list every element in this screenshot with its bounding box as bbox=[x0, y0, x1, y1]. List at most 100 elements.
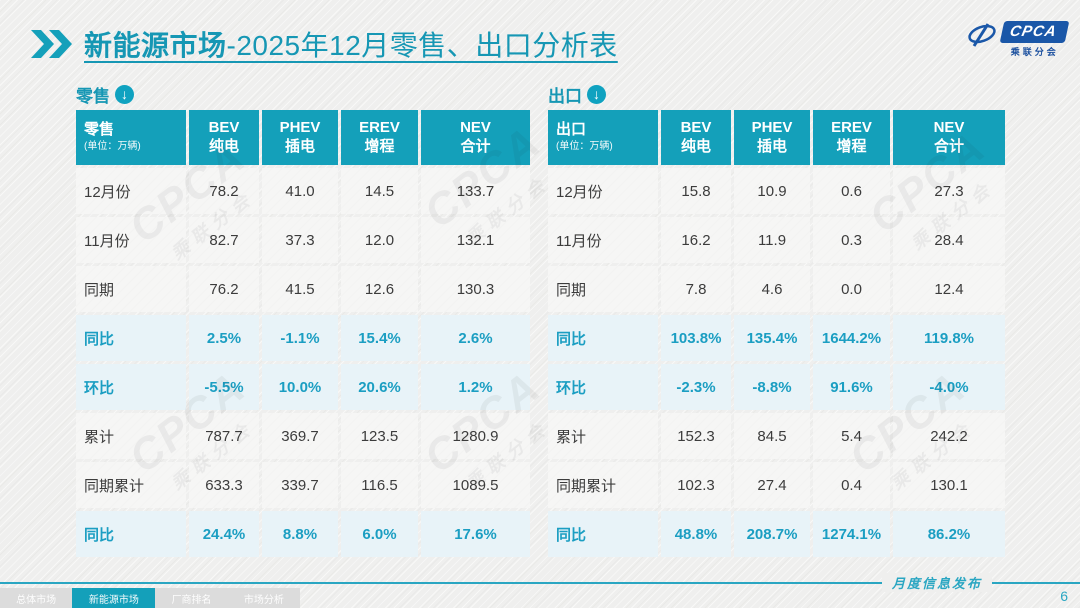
row-label: 12月份 bbox=[76, 168, 186, 214]
corner-cell: 零售 (单位：万辆) bbox=[76, 110, 186, 165]
row-label: 累计 bbox=[548, 413, 658, 459]
row-label: 同期累计 bbox=[76, 462, 186, 508]
table-cell: 1274.1% bbox=[813, 511, 890, 557]
table-cell: 787.7 bbox=[189, 413, 259, 459]
table-cell: 84.5 bbox=[734, 413, 810, 459]
column-header: EREV 增程 bbox=[341, 110, 418, 165]
column-header: BEV 纯电 bbox=[661, 110, 731, 165]
table-cell: 24.4% bbox=[189, 511, 259, 557]
row-label: 同比 bbox=[76, 315, 186, 361]
footer-note: 月度信息发布 bbox=[881, 573, 992, 592]
table-cell: 0.3 bbox=[813, 217, 890, 263]
table-cell: 0.4 bbox=[813, 462, 890, 508]
row-label: 同比 bbox=[548, 315, 658, 361]
retail-table-header: 零售 (单位：万辆) BEV 纯电 PHEV 插电 EREV 增程 NEV 合计 bbox=[76, 110, 530, 165]
column-header: NEV 合计 bbox=[893, 110, 1005, 165]
row-label: 累计 bbox=[76, 413, 186, 459]
column-header: PHEV 插电 bbox=[262, 110, 338, 165]
footer-line bbox=[0, 582, 1080, 584]
table-cell: 14.5 bbox=[341, 168, 418, 214]
table-row: 同比 48.8% 208.7% 1274.1% 86.2% bbox=[548, 511, 1005, 557]
header: 新能源市场-2025年12月零售、出口分析表 bbox=[30, 24, 618, 64]
table-cell: 41.0 bbox=[262, 168, 338, 214]
corner-unit: (单位：万辆) bbox=[556, 141, 613, 153]
table-cell: -1.1% bbox=[262, 315, 338, 361]
export-table-section: 出口 ↓ 出口 (单位：万辆) BEV 纯电 PHEV 插电 EREV 增程 NEV 合… bbox=[548, 82, 1005, 557]
row-label: 同期 bbox=[76, 266, 186, 312]
table-cell: 119.8% bbox=[893, 315, 1005, 361]
row-label: 同比 bbox=[548, 511, 658, 557]
bottom-tab[interactable]: 新能源市场 bbox=[72, 588, 156, 608]
table-cell: 12.0 bbox=[341, 217, 418, 263]
corner-title: 出口 bbox=[556, 121, 587, 139]
table-cell: 2.6% bbox=[421, 315, 530, 361]
table-row: 同期累计 102.3 27.4 0.4 130.1 bbox=[548, 462, 1005, 508]
page-title: 新能源市场-2025年12月零售、出口分析表 bbox=[84, 24, 618, 64]
table-row: 环比 -2.3% -8.8% 91.6% -4.0% bbox=[548, 364, 1005, 410]
bottom-tab[interactable]: 总体市场 bbox=[0, 588, 73, 608]
table-cell: 37.3 bbox=[262, 217, 338, 263]
table-cell: 10.9 bbox=[734, 168, 810, 214]
table-cell: -4.0% bbox=[893, 364, 1005, 410]
page-title-rest: -2025年12月零售、出口分析表 bbox=[226, 30, 618, 61]
table-cell: 15.4% bbox=[341, 315, 418, 361]
table-row: 累计 787.7 369.7 123.5 1280.9 bbox=[76, 413, 530, 459]
table-cell: 10.0% bbox=[262, 364, 338, 410]
table-cell: 86.2% bbox=[893, 511, 1005, 557]
table-cell: 91.6% bbox=[813, 364, 890, 410]
table-cell: -5.5% bbox=[189, 364, 259, 410]
page-title-bold: 新能源市场 bbox=[84, 30, 227, 61]
column-header: PHEV 插电 bbox=[734, 110, 810, 165]
cpca-logo-subtext: 乘联分会 bbox=[1010, 47, 1059, 57]
table-cell: 1644.2% bbox=[813, 315, 890, 361]
table-cell: 27.3 bbox=[893, 168, 1005, 214]
table-cell: 633.3 bbox=[189, 462, 259, 508]
table-cell: 152.3 bbox=[661, 413, 731, 459]
retail-section-label: 零售 ↓ bbox=[76, 82, 530, 106]
row-label: 环比 bbox=[548, 364, 658, 410]
table-cell: 0.6 bbox=[813, 168, 890, 214]
table-cell: 116.5 bbox=[341, 462, 418, 508]
table-cell: 17.6% bbox=[421, 511, 530, 557]
table-row: 同期 7.8 4.6 0.0 12.4 bbox=[548, 266, 1005, 312]
table-cell: 76.2 bbox=[189, 266, 259, 312]
table-cell: 132.1 bbox=[421, 217, 530, 263]
table-cell: 339.7 bbox=[262, 462, 338, 508]
table-cell: 208.7% bbox=[734, 511, 810, 557]
table-cell: 27.4 bbox=[734, 462, 810, 508]
table-cell: 20.6% bbox=[341, 364, 418, 410]
table-cell: 15.8 bbox=[661, 168, 731, 214]
table-cell: 135.4% bbox=[734, 315, 810, 361]
table-row: 环比 -5.5% 10.0% 20.6% 1.2% bbox=[76, 364, 530, 410]
table-cell: 6.0% bbox=[341, 511, 418, 557]
row-label: 11月份 bbox=[548, 217, 658, 263]
bottom-tab[interactable]: 市场分析 bbox=[227, 588, 301, 608]
table-cell: 0.0 bbox=[813, 266, 890, 312]
corner-title: 零售 bbox=[84, 121, 115, 139]
table-cell: -2.3% bbox=[661, 364, 731, 410]
table-cell: 123.5 bbox=[341, 413, 418, 459]
export-section-label-text: 出口 bbox=[548, 86, 582, 106]
cpca-swoosh-icon bbox=[968, 23, 997, 47]
table-cell: 28.4 bbox=[893, 217, 1005, 263]
row-label: 11月份 bbox=[76, 217, 186, 263]
table-row: 同比 24.4% 8.8% 6.0% 17.6% bbox=[76, 511, 530, 557]
table-cell: 11.9 bbox=[734, 217, 810, 263]
bottom-tab[interactable]: 厂商排名 bbox=[155, 588, 228, 608]
table-cell: 1.2% bbox=[421, 364, 530, 410]
cpca-logo: CPCA 乘联分会 bbox=[965, 22, 1069, 58]
table-row: 同比 2.5% -1.1% 15.4% 2.6% bbox=[76, 315, 530, 361]
row-label: 12月份 bbox=[548, 168, 658, 214]
table-cell: 242.2 bbox=[893, 413, 1005, 459]
row-label: 同期 bbox=[548, 266, 658, 312]
corner-unit: (单位：万辆) bbox=[84, 141, 141, 153]
column-header: EREV 增程 bbox=[813, 110, 890, 165]
table-cell: 5.4 bbox=[813, 413, 890, 459]
table-cell: 4.6 bbox=[734, 266, 810, 312]
table-cell: 102.3 bbox=[661, 462, 731, 508]
double-chevron-icon bbox=[31, 30, 72, 58]
row-label: 同期累计 bbox=[548, 462, 658, 508]
table-cell: 7.8 bbox=[661, 266, 731, 312]
retail-table-section: 零售 ↓ 零售 (单位：万辆) BEV 纯电 PHEV 插电 EREV 增程 NEV 合… bbox=[76, 82, 530, 557]
table-cell: 12.6 bbox=[341, 266, 418, 312]
